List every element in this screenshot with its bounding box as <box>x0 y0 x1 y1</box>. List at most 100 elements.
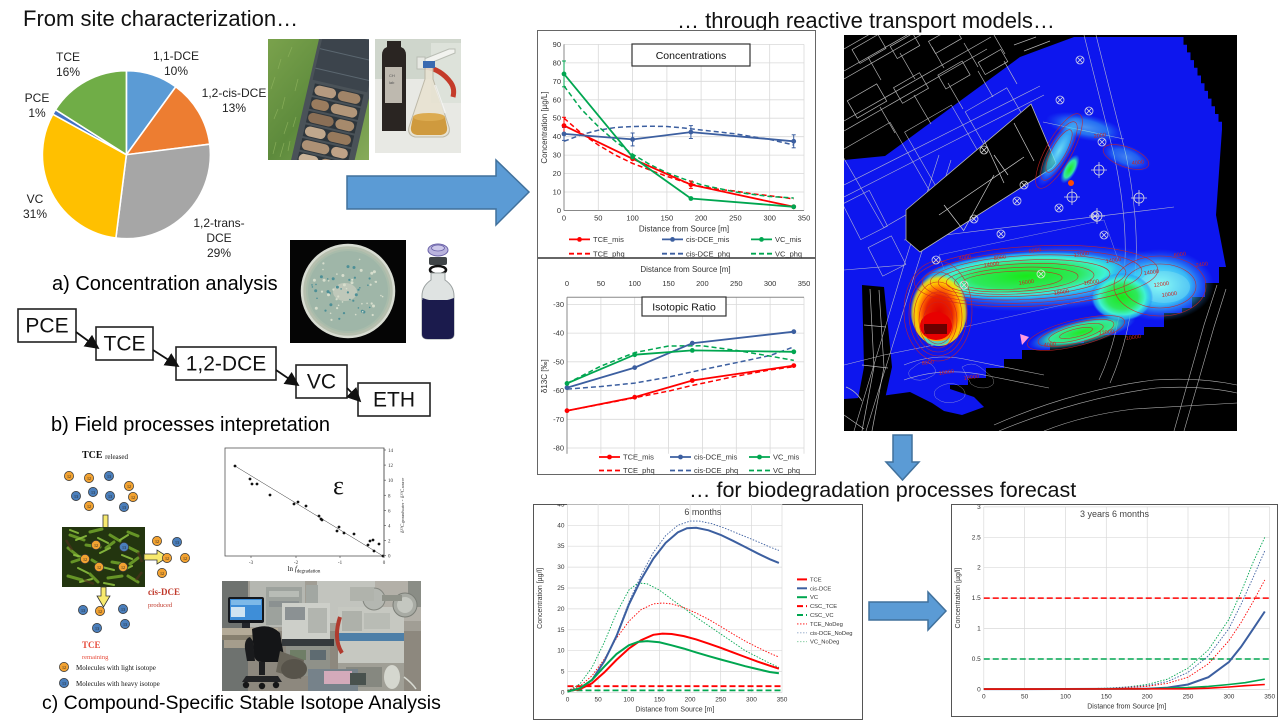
svg-text:200: 200 <box>696 279 709 288</box>
svg-text:20: 20 <box>553 169 561 178</box>
svg-text:CSC_VC: CSC_VC <box>810 613 834 619</box>
svg-text:13: 13 <box>108 494 112 499</box>
svg-text:VC_mis: VC_mis <box>775 235 802 244</box>
svg-text:0: 0 <box>561 690 565 697</box>
svg-text:100: 100 <box>626 214 639 223</box>
svg-text:30: 30 <box>553 151 561 160</box>
svg-text:ETH: ETH <box>373 389 415 412</box>
svg-text:2000: 2000 <box>1093 132 1106 140</box>
svg-text:0: 0 <box>557 206 561 215</box>
svg-text:12: 12 <box>67 474 71 479</box>
svg-text:12: 12 <box>87 476 91 481</box>
svg-text:2: 2 <box>977 565 981 572</box>
svg-text:12: 12 <box>155 539 159 544</box>
svg-text:4: 4 <box>388 525 391 530</box>
svg-text:0: 0 <box>977 686 981 693</box>
svg-text:cis-DCE_phq: cis-DCE_phq <box>694 466 738 475</box>
svg-text:80: 80 <box>553 58 561 67</box>
svg-text:45: 45 <box>557 504 565 508</box>
svg-text:TCE_mis: TCE_mis <box>593 235 624 244</box>
svg-text:13: 13 <box>62 681 66 686</box>
svg-text:14000: 14000 <box>1105 257 1121 265</box>
svg-text:cis-DCE: cis-DCE <box>148 587 180 597</box>
svg-text:50: 50 <box>594 214 602 223</box>
svg-text:12: 12 <box>83 557 87 562</box>
svg-text:13: 13 <box>122 545 126 550</box>
svg-text:13: 13 <box>91 490 95 495</box>
svg-text:-70: -70 <box>553 415 564 424</box>
svg-text:0: 0 <box>565 279 569 288</box>
svg-text:cis-DCE_phq: cis-DCE_phq <box>686 249 730 258</box>
svg-text:0.5: 0.5 <box>972 656 981 663</box>
svg-text:0: 0 <box>566 697 570 704</box>
svg-text:12: 12 <box>127 484 131 489</box>
svg-text:0: 0 <box>562 214 566 223</box>
svg-text:13: 13 <box>121 607 125 612</box>
svg-text:12: 12 <box>131 495 135 500</box>
svg-text:40: 40 <box>557 522 565 529</box>
svg-text:13: 13 <box>81 608 85 613</box>
svg-text:VC_phq: VC_phq <box>773 466 800 475</box>
svg-text:200: 200 <box>685 697 696 704</box>
svg-text:12: 12 <box>97 565 101 570</box>
svg-text:13: 13 <box>122 505 126 510</box>
svg-text:8: 8 <box>388 494 391 499</box>
svg-text:PCE: PCE <box>25 315 68 338</box>
svg-text:13: 13 <box>107 474 111 479</box>
svg-text:10000: 10000 <box>1161 291 1177 299</box>
svg-text:CSC_TCE: CSC_TCE <box>810 604 837 610</box>
svg-text:10: 10 <box>557 648 565 655</box>
svg-text:150: 150 <box>662 279 675 288</box>
svg-text:12: 12 <box>121 565 125 570</box>
svg-text:250: 250 <box>730 279 743 288</box>
svg-text:70: 70 <box>553 77 561 86</box>
svg-text:150: 150 <box>654 697 665 704</box>
svg-text:350: 350 <box>798 279 811 288</box>
svg-text:50: 50 <box>553 114 561 123</box>
svg-text:-3: -3 <box>249 561 254 566</box>
svg-text:TCE_NoDeg: TCE_NoDeg <box>810 622 843 628</box>
svg-text:8000: 8000 <box>993 254 1006 262</box>
svg-text:-30: -30 <box>553 300 564 309</box>
svg-text:Molecules with light isotope: Molecules with light isotope <box>76 664 156 672</box>
svg-text:12: 12 <box>62 665 66 670</box>
svg-text:-1: -1 <box>338 561 343 566</box>
svg-text:TCE: TCE <box>104 333 146 356</box>
svg-text:12: 12 <box>388 464 394 469</box>
svg-text:cis-DCE_NoDeg: cis-DCE_NoDeg <box>810 631 853 637</box>
svg-text:Molecules with heavy isotope: Molecules with heavy isotope <box>76 680 160 688</box>
svg-text:VC: VC <box>307 371 336 394</box>
svg-text:14: 14 <box>388 449 394 454</box>
svg-text:12: 12 <box>94 543 98 548</box>
svg-text:12: 12 <box>87 504 91 509</box>
svg-text:4000: 4000 <box>1043 341 1056 349</box>
svg-text:Concentration [µg/L]: Concentration [µg/L] <box>540 91 549 163</box>
svg-text:TCE: TCE <box>810 577 822 583</box>
svg-text:200: 200 <box>1142 693 1153 700</box>
svg-text:TCE_phq: TCE_phq <box>593 249 625 258</box>
svg-text:350: 350 <box>798 214 811 223</box>
svg-text:10000: 10000 <box>1125 334 1141 342</box>
svg-text:13: 13 <box>123 622 127 627</box>
svg-text:Distance from Source [m]: Distance from Source [m] <box>640 265 730 274</box>
svg-text:5: 5 <box>561 669 565 676</box>
svg-text:50: 50 <box>597 279 605 288</box>
svg-text:8000: 8000 <box>921 359 934 367</box>
svg-text:Distance from Source [m]: Distance from Source [m] <box>1087 703 1166 710</box>
svg-text:ln fdegradation: ln fdegradation <box>288 565 321 575</box>
svg-text:TCE released: TCE released <box>82 450 128 461</box>
svg-text:13: 13 <box>95 626 99 631</box>
svg-text:250: 250 <box>715 697 726 704</box>
svg-text:3 years 6 months: 3 years 6 months <box>1080 509 1150 519</box>
svg-text:12: 12 <box>160 571 164 576</box>
svg-text:cis-DCE: cis-DCE <box>810 586 831 592</box>
svg-text:300: 300 <box>764 279 777 288</box>
svg-text:produced: produced <box>148 602 173 609</box>
svg-text:VC_mis: VC_mis <box>773 453 800 462</box>
svg-text:lab: lab <box>389 80 395 85</box>
svg-text:-60: -60 <box>553 386 564 395</box>
svg-text:12000: 12000 <box>1153 281 1169 289</box>
svg-text:40: 40 <box>553 132 561 141</box>
svg-text:18000: 18000 <box>1053 289 1069 297</box>
svg-text:14000: 14000 <box>983 261 999 269</box>
